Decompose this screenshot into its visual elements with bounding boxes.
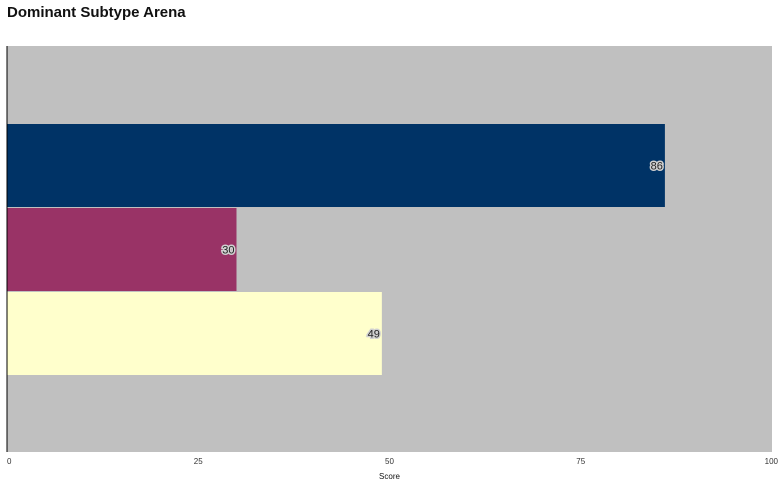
x-tick-label: 25 [194,457,203,466]
bars-group [7,124,665,375]
bar [7,292,382,375]
x-tick-label: 0 [7,457,12,466]
bar-data-label: 86 [651,161,663,173]
bar [7,124,665,207]
x-tick-label: 100 [765,457,779,466]
x-tick-label: 50 [385,457,394,466]
bar-data-label: 30 [222,245,234,257]
chart-title: Dominant Subtype Arena [7,4,186,21]
bar-data-label: 49 [368,329,380,341]
x-axis-title: Score [379,472,400,481]
x-tick-label: 75 [576,457,585,466]
bar [7,208,237,291]
x-ticks-group: 0 25 50 75 100 [7,457,779,466]
data-labels-group: 86 30 49 [221,159,665,342]
